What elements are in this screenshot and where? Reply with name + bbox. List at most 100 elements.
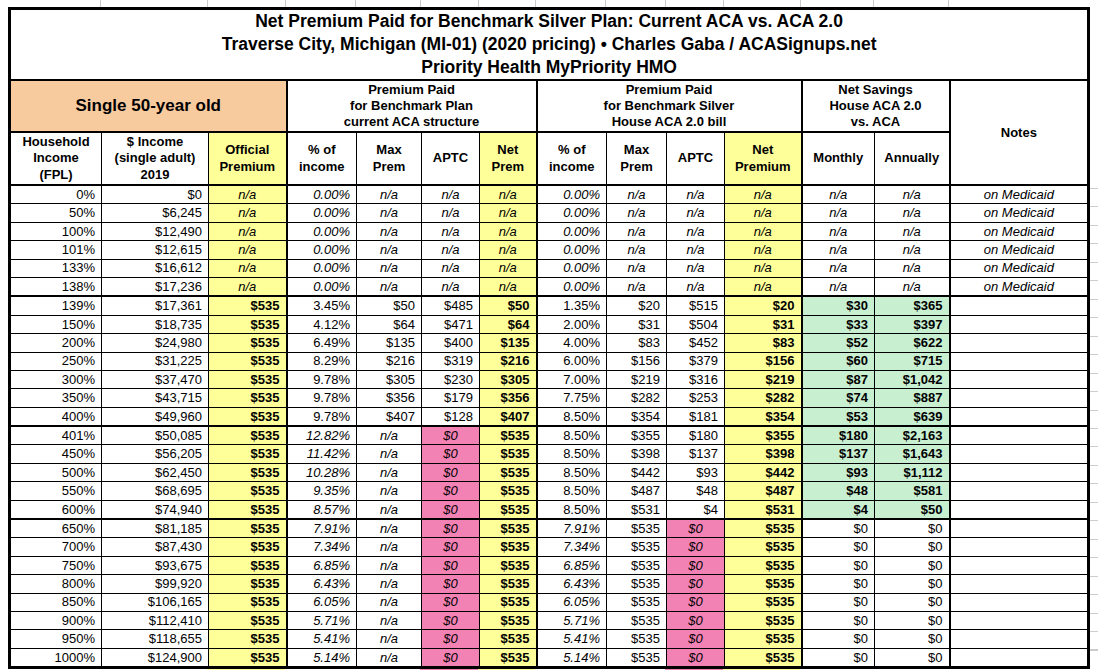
cell: $0 bbox=[422, 519, 480, 538]
cell: $535 bbox=[725, 519, 802, 538]
cell: 0.00% bbox=[287, 204, 357, 222]
cell: 5.14% bbox=[537, 648, 607, 667]
cell: $0 bbox=[875, 630, 950, 648]
cell: $355 bbox=[607, 426, 667, 445]
group-header-current-aca: Premium Paid for Benchmark Plan current … bbox=[287, 80, 537, 132]
cell: 500% bbox=[10, 463, 102, 481]
cell: $31 bbox=[607, 315, 667, 333]
cell: n/a bbox=[725, 277, 802, 296]
cell: $581 bbox=[875, 482, 950, 500]
cell: $135 bbox=[480, 334, 537, 352]
cell: $81,185 bbox=[102, 519, 209, 538]
cell: n/a bbox=[725, 241, 802, 259]
cell: n/a bbox=[802, 241, 875, 259]
cell: 8.50% bbox=[537, 426, 607, 445]
table-row: 400%$49,960$5359.78%$407$128$4078.50%$35… bbox=[10, 407, 1089, 426]
cell: $253 bbox=[667, 389, 725, 407]
cell: $50,085 bbox=[102, 426, 209, 445]
cell: $535 bbox=[209, 630, 287, 648]
cell: $0 bbox=[667, 575, 725, 593]
cell: 6.43% bbox=[287, 575, 357, 593]
cell: $442 bbox=[725, 463, 802, 481]
cell: $137 bbox=[667, 445, 725, 463]
cell: 350% bbox=[10, 389, 102, 407]
cell: 8.50% bbox=[537, 482, 607, 500]
cell: $398 bbox=[607, 445, 667, 463]
cell: 0.00% bbox=[287, 277, 357, 296]
cell: $504 bbox=[667, 315, 725, 333]
cell: $535 bbox=[209, 556, 287, 574]
cell: $354 bbox=[607, 407, 667, 426]
cell: n/a bbox=[422, 185, 480, 204]
cell bbox=[950, 426, 1089, 445]
cell: $535 bbox=[209, 389, 287, 407]
cell: $535 bbox=[607, 556, 667, 574]
cell: $128 bbox=[422, 407, 480, 426]
cell: 138% bbox=[10, 277, 102, 296]
cell: 8.57% bbox=[287, 500, 357, 519]
cell: $398 bbox=[725, 445, 802, 463]
cell bbox=[950, 500, 1089, 519]
cell: n/a bbox=[480, 277, 537, 296]
cell: 7.34% bbox=[287, 538, 357, 556]
cell: n/a bbox=[357, 519, 422, 538]
cell: $62,450 bbox=[102, 463, 209, 481]
cell: $6,245 bbox=[102, 204, 209, 222]
cell: $219 bbox=[725, 370, 802, 388]
cell: $0 bbox=[422, 575, 480, 593]
table-row: 250%$31,225$5358.29%$216$319$2166.00%$15… bbox=[10, 352, 1089, 370]
cell: n/a bbox=[875, 277, 950, 296]
cell: $0 bbox=[422, 445, 480, 463]
cell: $316 bbox=[667, 370, 725, 388]
cell: $0 bbox=[667, 519, 725, 538]
cell: n/a bbox=[875, 222, 950, 240]
cell: $452 bbox=[667, 334, 725, 352]
cell: n/a bbox=[802, 204, 875, 222]
cell bbox=[950, 556, 1089, 574]
cell: n/a bbox=[802, 185, 875, 204]
cell: $31,225 bbox=[102, 352, 209, 370]
table-row: 101%$12,615n/a0.00%n/an/an/a0.00%n/an/an… bbox=[10, 241, 1089, 259]
cell: 6.43% bbox=[537, 575, 607, 593]
cell bbox=[950, 575, 1089, 593]
cell: $535 bbox=[209, 593, 287, 611]
cell: $230 bbox=[422, 370, 480, 388]
cell: 5.14% bbox=[287, 648, 357, 667]
group-header-aca20: Premium Paid for Benchmark Silver House … bbox=[537, 80, 802, 132]
cell: 101% bbox=[10, 241, 102, 259]
table-row: 401%$50,085$53512.82%n/a$0$5358.50%$355$… bbox=[10, 426, 1089, 445]
table-row: 350%$43,715$5359.78%$356$179$3567.75%$28… bbox=[10, 389, 1089, 407]
cell: n/a bbox=[422, 241, 480, 259]
cell: $2,163 bbox=[875, 426, 950, 445]
col-header-aptc-aca20: APTC bbox=[667, 132, 725, 185]
table-row: 550%$68,695$5359.35%n/a$0$5358.50%$487$4… bbox=[10, 482, 1089, 500]
table-row: 800%$99,920$5356.43%n/a$0$5356.43%$535$0… bbox=[10, 575, 1089, 593]
cell: 1.35% bbox=[537, 296, 607, 315]
cell: 8.50% bbox=[537, 500, 607, 519]
cell: $535 bbox=[725, 611, 802, 629]
table-row: 950%$118,655$5355.41%n/a$0$5355.41%$535$… bbox=[10, 630, 1089, 648]
cell: $535 bbox=[725, 538, 802, 556]
cell: n/a bbox=[209, 222, 287, 240]
cell: n/a bbox=[357, 482, 422, 500]
cell bbox=[950, 389, 1089, 407]
cell: n/a bbox=[357, 463, 422, 481]
cell: $0 bbox=[422, 538, 480, 556]
cell: 0.00% bbox=[287, 241, 357, 259]
cell: $106,165 bbox=[102, 593, 209, 611]
cell: 11.42% bbox=[287, 445, 357, 463]
cell: $0 bbox=[422, 630, 480, 648]
cell: 550% bbox=[10, 482, 102, 500]
table-row: 750%$93,675$5356.85%n/a$0$5356.85%$535$0… bbox=[10, 556, 1089, 574]
cell: on Medicaid bbox=[950, 204, 1089, 222]
cell: $397 bbox=[875, 315, 950, 333]
cell: $216 bbox=[357, 352, 422, 370]
cell: $535 bbox=[480, 482, 537, 500]
cell: $50 bbox=[875, 500, 950, 519]
cell: $535 bbox=[209, 352, 287, 370]
cell: $0 bbox=[667, 611, 725, 629]
col-header-official-premium: Official Premium bbox=[209, 132, 287, 185]
cell: 10.28% bbox=[287, 463, 357, 481]
cell: $216 bbox=[480, 352, 537, 370]
cell: n/a bbox=[357, 538, 422, 556]
